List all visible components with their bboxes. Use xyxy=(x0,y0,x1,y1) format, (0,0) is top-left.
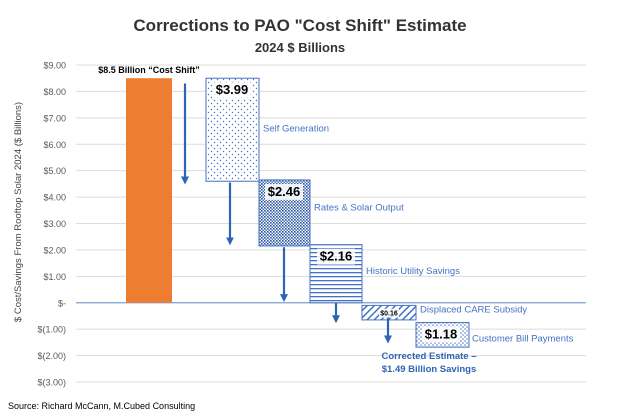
y-tick-label: $8.00 xyxy=(43,87,66,97)
final-annotation-line2: $1.49 Billion Savings xyxy=(382,364,477,375)
chart-title: Corrections to PAO "Cost Shift" Estimate xyxy=(133,16,466,35)
y-tick-label: $- xyxy=(58,298,66,308)
y-tick-label: $7.00 xyxy=(43,113,66,123)
step-value-label: $2.16 xyxy=(320,249,353,264)
step-name-label: Historic Utility Savings xyxy=(366,266,460,277)
step-name-label: Self Generation xyxy=(263,123,329,134)
y-tick-label: $3.00 xyxy=(43,219,66,229)
y-axis-label: $ Cost/Savings From Rooftop Solar 2024 (… xyxy=(13,102,24,322)
step-value-label: $0.16 xyxy=(380,311,398,318)
step-name-label: Customer Bill Payments xyxy=(472,333,574,344)
step-value-label: $3.99 xyxy=(216,82,249,97)
value-label-backing xyxy=(379,308,399,318)
source-note: Source: Richard McCann, M.Cubed Consulti… xyxy=(8,401,196,411)
y-tick-label: $9.00 xyxy=(43,61,66,71)
y-tick-label: $5.00 xyxy=(43,166,66,176)
y-tick-label: $(2.00) xyxy=(37,351,66,361)
chart-subtitle: 2024 $ Billions xyxy=(255,40,345,55)
y-tick-label: $4.00 xyxy=(43,193,66,203)
y-tick-label: $2.00 xyxy=(43,245,66,255)
y-tick-label: $1.00 xyxy=(43,272,66,282)
step-name-label: Rates & Solar Output xyxy=(314,203,404,214)
labels: $8.5 Billion “Cost Shift” $3.99 Self Gener… xyxy=(98,65,573,344)
y-tick-label: $(1.00) xyxy=(37,325,66,335)
value-label-backing xyxy=(265,183,303,200)
step-value-label: $1.18 xyxy=(425,327,458,342)
value-label-backing xyxy=(317,248,355,265)
step-name-label: Displaced CARE Subsidy xyxy=(420,304,527,315)
value-label-backing xyxy=(213,82,251,99)
y-tick-label: $6.00 xyxy=(43,140,66,150)
start-bar xyxy=(126,78,172,303)
arrows xyxy=(181,83,392,344)
bars xyxy=(126,77,470,348)
value-label-backing xyxy=(422,326,460,343)
y-tick-labels: $9.00 $8.00 $7.00 $6.00 $5.00 $4.00 $3.00 $2.00… xyxy=(37,61,66,388)
start-bar-label: $8.5 Billion “Cost Shift” xyxy=(98,65,200,75)
y-tick-label: $(3.00) xyxy=(37,378,66,388)
final-annotation-line1: Corrected Estimate – xyxy=(381,351,476,362)
step-value-label: $2.46 xyxy=(268,184,301,199)
